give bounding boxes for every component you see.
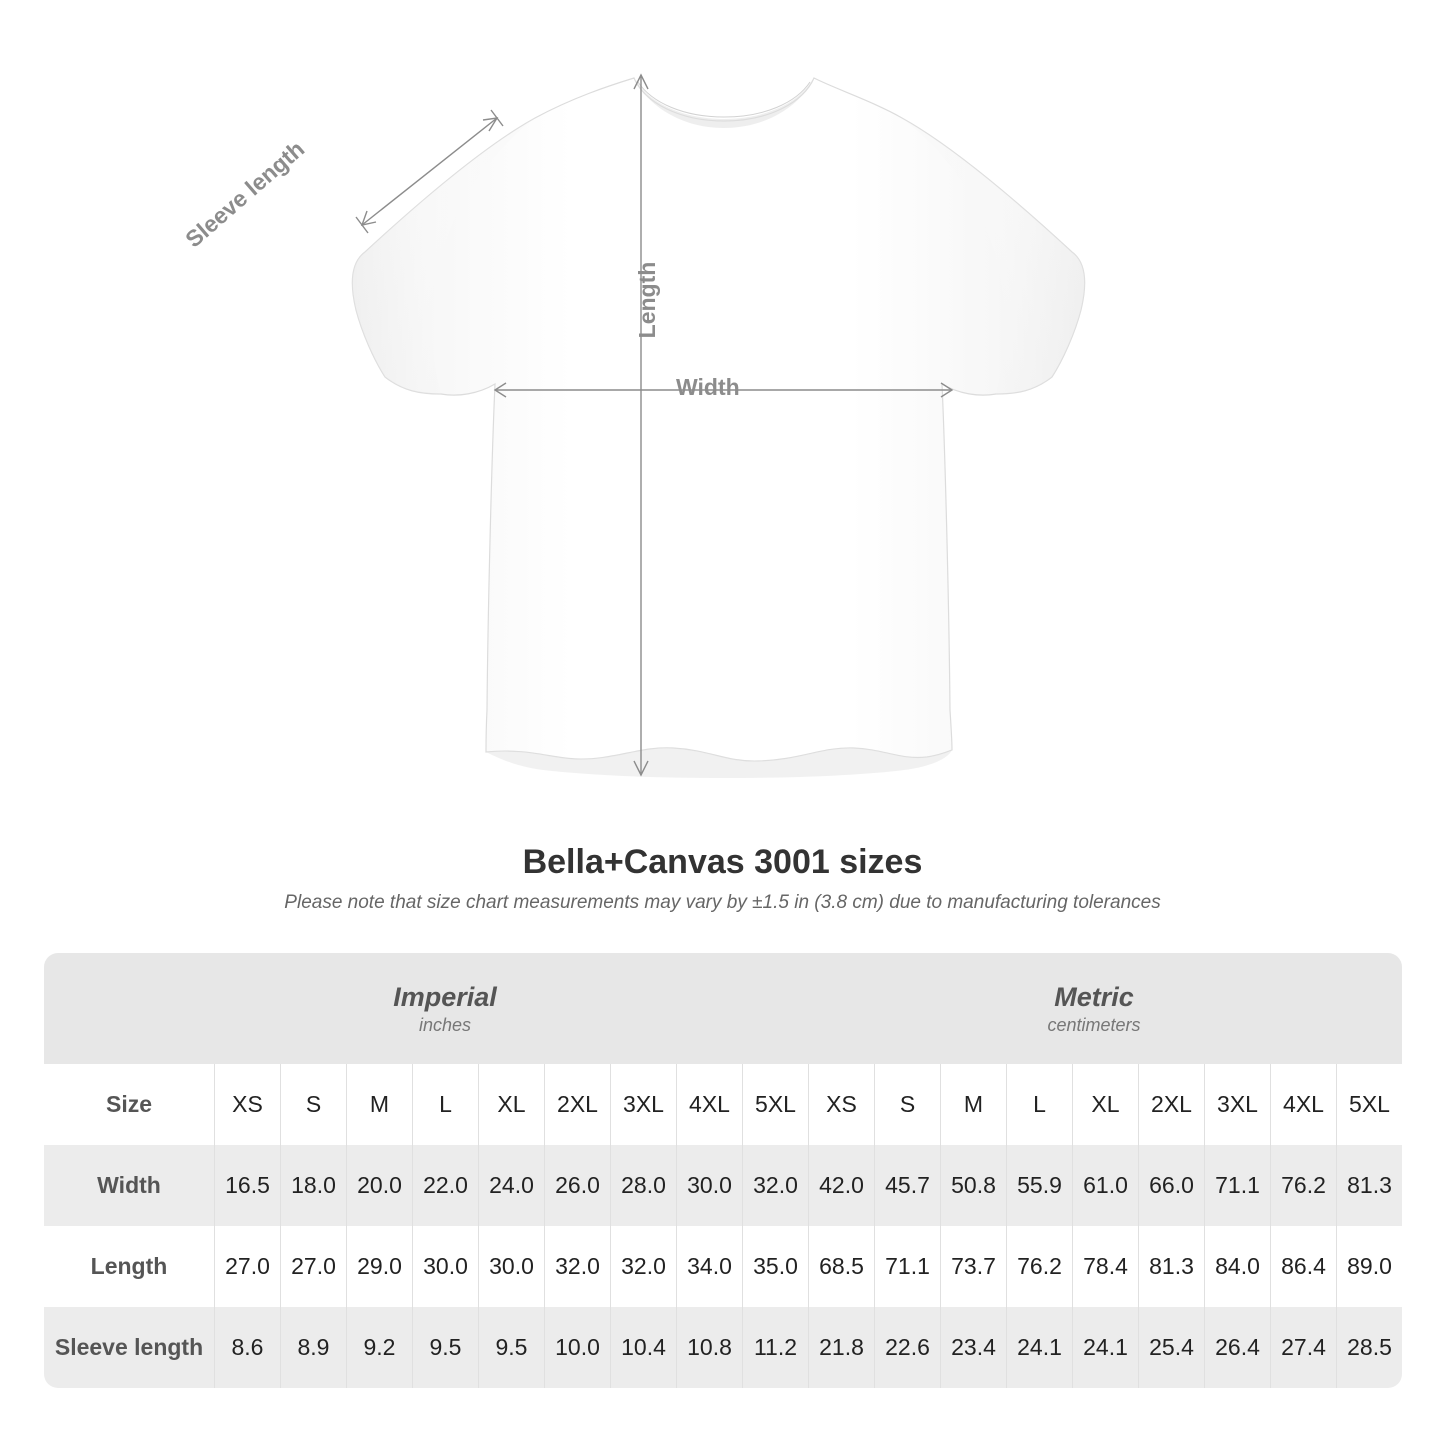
svg-text:Width: Width bbox=[676, 374, 740, 400]
svg-text:Length: Length bbox=[634, 262, 660, 339]
svg-text:Sleeve length: Sleeve length bbox=[180, 136, 309, 253]
